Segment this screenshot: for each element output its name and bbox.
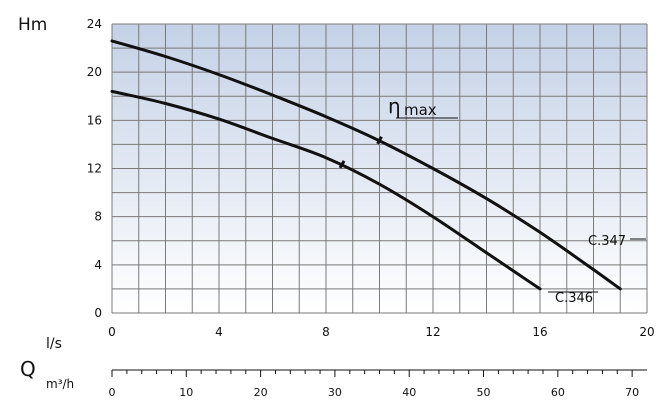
x-axis-label-ls: l/s	[46, 336, 62, 352]
secondary-tick-label: 60	[551, 386, 565, 399]
x-tick-label: 8	[322, 325, 330, 339]
x-tick-label: 16	[532, 325, 547, 339]
q-symbol: Q	[20, 357, 36, 381]
secondary-tick-label: 20	[254, 386, 268, 399]
eta-max-label: max	[404, 101, 437, 119]
x-tick-labels: 0 4 8 12 16 20	[108, 325, 654, 339]
secondary-tick-label: 0	[109, 386, 116, 399]
y-tick-label: 0	[94, 306, 102, 320]
secondary-tick-label: 10	[179, 386, 193, 399]
x-tick-label: 12	[425, 325, 440, 339]
secondary-axis: 0 10 20 30 40 50 60 70	[109, 369, 647, 399]
y-tick-labels: 0 4 8 12 16 20 24	[87, 17, 102, 320]
x-axis-label-m3h: m³/h	[46, 377, 74, 391]
efficiency-mark	[338, 160, 346, 169]
eta-symbol: η	[388, 94, 401, 118]
y-tick-label: 8	[94, 210, 102, 224]
y-tick-label: 4	[94, 258, 102, 272]
y-tick-label: 24	[87, 17, 102, 31]
secondary-tick-label: 30	[328, 386, 342, 399]
secondary-tick-label: 50	[477, 386, 491, 399]
secondary-tick-label: 70	[625, 386, 639, 399]
y-tick-label: 20	[87, 65, 102, 79]
x-tick-label: 0	[108, 325, 116, 339]
efficiency-marks	[338, 136, 383, 169]
y-tick-label: 16	[87, 113, 102, 127]
y-tick-label: 12	[87, 162, 102, 176]
secondary-tick-label: 40	[402, 386, 416, 399]
efficiency-mark	[376, 136, 383, 145]
grid-lines	[111, 23, 648, 314]
y-axis-label: Hm	[18, 15, 47, 35]
series-label-c347: C.347	[588, 234, 626, 249]
series-label-c346: C.346	[555, 291, 593, 306]
x-tick-label: 20	[639, 325, 654, 339]
curve-c346	[110, 89, 542, 291]
x-tick-label: 4	[215, 325, 223, 339]
